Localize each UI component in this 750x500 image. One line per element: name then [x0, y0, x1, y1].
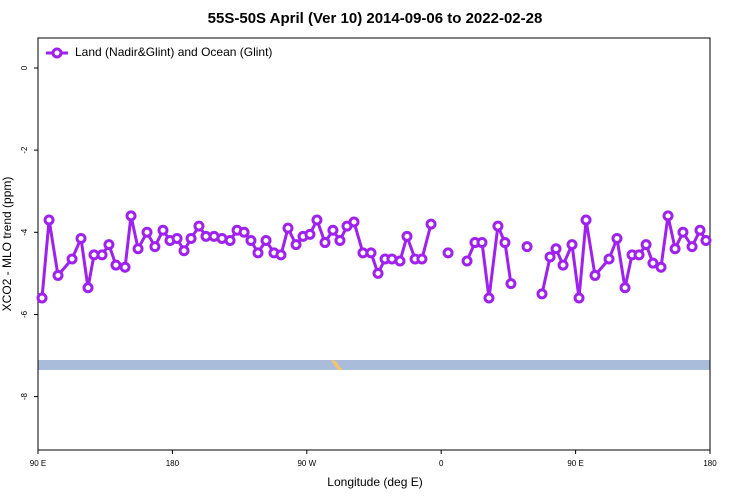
- y-tick-label: -4: [20, 228, 29, 236]
- point: [125, 210, 137, 222]
- point: [401, 230, 413, 242]
- point: [282, 222, 294, 234]
- point: [619, 282, 631, 294]
- point: [694, 224, 706, 236]
- point: [677, 226, 689, 238]
- map-land: [331, 360, 343, 370]
- point: [157, 224, 169, 236]
- point: [52, 269, 64, 281]
- point: [521, 241, 533, 253]
- point: [492, 220, 504, 232]
- point: [505, 278, 517, 290]
- point: [589, 269, 601, 281]
- point: [252, 247, 264, 259]
- point: [311, 214, 323, 226]
- point: [319, 237, 331, 249]
- point: [171, 232, 183, 244]
- point: [119, 261, 131, 273]
- point: [245, 235, 257, 247]
- point: [700, 235, 712, 247]
- point: [43, 214, 55, 226]
- chart-title: 55S-50S April (Ver 10) 2014-09-06 to 202…: [208, 10, 543, 27]
- point: [224, 235, 236, 247]
- x-tick-label: 180: [166, 459, 180, 468]
- y-tick-label: 0: [20, 65, 29, 70]
- point: [611, 232, 623, 244]
- point: [141, 226, 153, 238]
- point: [461, 255, 473, 267]
- x-tick-label: 90 E: [567, 459, 583, 468]
- point: [557, 259, 569, 271]
- map-strip: [38, 360, 710, 370]
- point: [103, 239, 115, 251]
- point: [686, 241, 698, 253]
- legend-marker: [51, 47, 63, 59]
- point: [110, 259, 122, 271]
- x-tick-label: 90 E: [30, 459, 46, 468]
- point: [348, 216, 360, 228]
- point: [66, 253, 78, 265]
- legend-label: Land (Nadir&Glint) and Ocean (Glint): [75, 45, 272, 59]
- point: [544, 251, 556, 263]
- point: [275, 249, 287, 261]
- point: [394, 255, 406, 267]
- point: [633, 249, 645, 261]
- point: [149, 241, 161, 253]
- point: [193, 220, 205, 232]
- point: [178, 245, 190, 257]
- point: [536, 288, 548, 300]
- point: [82, 282, 94, 294]
- point: [662, 210, 674, 222]
- point: [372, 267, 384, 279]
- point: [416, 253, 428, 265]
- point: [185, 232, 197, 244]
- y-tick-label: -8: [20, 392, 29, 400]
- point: [290, 239, 302, 251]
- point: [640, 239, 652, 251]
- point: [442, 247, 454, 259]
- point: [425, 218, 437, 230]
- point: [669, 243, 681, 255]
- y-axis-label: XCO2 - MLO trend (ppm): [0, 177, 14, 312]
- point: [655, 261, 667, 273]
- point: [476, 237, 488, 249]
- point: [647, 257, 659, 269]
- point: [327, 224, 339, 236]
- point: [365, 247, 377, 259]
- y-tick-label: -6: [20, 310, 29, 318]
- point: [566, 239, 578, 251]
- point: [132, 243, 144, 255]
- point: [483, 292, 495, 304]
- x-tick-label: 180: [703, 459, 717, 468]
- point: [260, 235, 272, 247]
- x-axis-label: Longitude (deg E): [327, 475, 422, 489]
- point: [499, 237, 511, 249]
- point: [75, 232, 87, 244]
- point: [96, 249, 108, 261]
- point: [304, 228, 316, 240]
- x-tick-label: 90 W: [297, 459, 316, 468]
- point: [573, 292, 585, 304]
- point: [603, 253, 615, 265]
- point: [238, 226, 250, 238]
- y-tick-label: -2: [20, 146, 29, 154]
- point: [334, 235, 346, 247]
- x-tick-label: 0: [439, 459, 444, 468]
- point: [36, 292, 48, 304]
- point: [550, 243, 562, 255]
- point: [580, 214, 592, 226]
